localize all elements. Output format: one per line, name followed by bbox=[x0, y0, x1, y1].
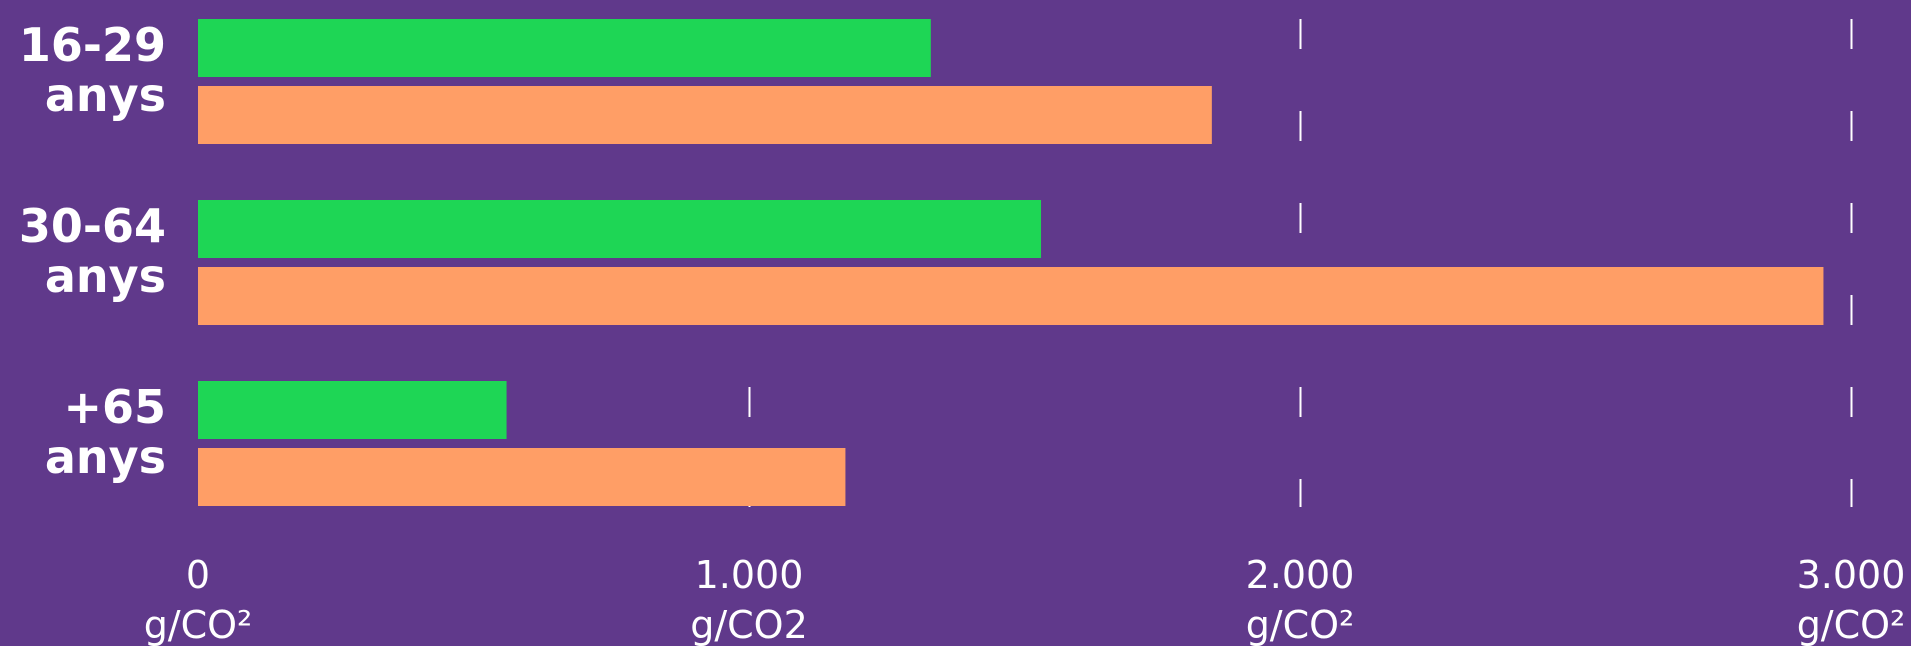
bar-+65-series-1 bbox=[198, 381, 507, 439]
x-tick-labels: 0 g/CO² 1.000 g/CO2 2.000 g/CO² 3.000 g/CO² bbox=[144, 553, 1906, 646]
bar-16-29-series-1 bbox=[198, 19, 931, 77]
bars bbox=[198, 19, 1824, 506]
category-label-line: +65 bbox=[63, 380, 166, 434]
x-tick-text: 2.000 bbox=[1246, 553, 1355, 597]
category-label-line: anys bbox=[45, 430, 166, 484]
bar-16-29-series-2 bbox=[198, 86, 1212, 144]
x-tick-text: 1.000 bbox=[695, 553, 804, 597]
bar-30-64-series-2 bbox=[198, 267, 1824, 325]
x-tick-text: g/CO² bbox=[1246, 603, 1355, 646]
x-tick-text: 0 bbox=[186, 553, 210, 597]
x-tick-text: 3.000 bbox=[1797, 553, 1906, 597]
x-tick-label-1: 1.000 g/CO2 bbox=[690, 553, 808, 646]
x-tick-label-0: 0 g/CO² bbox=[144, 553, 253, 646]
x-tick-text: g/CO2 bbox=[690, 603, 808, 646]
x-tick-text: g/CO² bbox=[144, 603, 253, 646]
bar-+65-series-2 bbox=[198, 448, 846, 506]
category-label-line: 30-64 bbox=[19, 199, 166, 253]
category-label-line: 16-29 bbox=[19, 18, 166, 72]
category-label-line: anys bbox=[45, 249, 166, 303]
x-tick-text: g/CO² bbox=[1797, 603, 1906, 646]
x-tick-label-3: 3.000 g/CO² bbox=[1797, 553, 1906, 646]
x-tick-label-2: 2.000 g/CO² bbox=[1246, 553, 1355, 646]
category-label-line: anys bbox=[45, 68, 166, 122]
bar-30-64-series-1 bbox=[198, 200, 1042, 258]
